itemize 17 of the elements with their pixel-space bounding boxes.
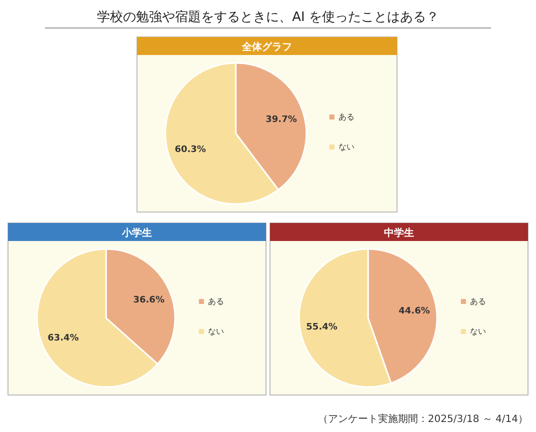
legend-label: ある: [470, 297, 486, 306]
data-label: 39.7%: [266, 114, 297, 125]
legend-label: ない: [208, 327, 224, 336]
data-label: 55.4%: [306, 322, 338, 332]
legend-label: ある: [208, 297, 224, 306]
data-label: 44.6%: [398, 306, 430, 317]
legend-label: ある: [338, 112, 354, 122]
data-label: 60.3%: [174, 145, 206, 156]
chart-title: 中学生: [384, 227, 414, 239]
legend-label: ない: [470, 327, 486, 336]
chart-title: 全体グラフ: [241, 41, 292, 53]
data-label: 36.6%: [133, 295, 164, 306]
data-label: 63.4%: [48, 334, 79, 344]
text: （アンケート実施期間：2025/3/18 ～ 4/14）: [318, 413, 528, 425]
chart-title: 小学生: [121, 227, 152, 239]
legend-label: ない: [338, 142, 354, 152]
text: 学校の勉強や宿題をするときに、AI を使ったことはある？: [97, 9, 439, 25]
